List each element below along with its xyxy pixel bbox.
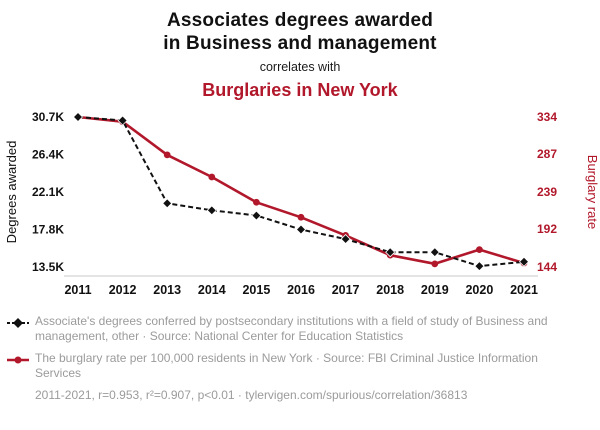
x-axis-tick: 2018 (376, 283, 404, 297)
series-burglary (74, 113, 528, 268)
right-axis-tick: 192 (537, 222, 557, 236)
red-line-circle-icon (7, 353, 29, 371)
left-axis-tick: 26.4K (32, 148, 64, 162)
series-degrees (72, 111, 530, 272)
x-axis-tick: 2015 (242, 283, 270, 297)
dual-axis-line-chart: 30.7K 26.4K 22.1K 17.8K 13.5K 334 287 239 192 144… (4, 110, 600, 297)
x-axis-tick: 2020 (465, 283, 493, 297)
x-axis-tick: 2011 (64, 283, 91, 297)
left-axis-tick: 30.7K (32, 110, 64, 124)
black-diamond-dashed-line-icon (7, 316, 29, 334)
legend-text-degrees: Associate's degrees conferred by postsec… (35, 314, 548, 343)
legend-item-burglary: The burglary rate per 100,000 residents … (7, 351, 600, 381)
left-axis-tick: 13.5K (32, 260, 64, 274)
x-axis-tick: 2013 (153, 283, 181, 297)
right-axis-tick: 334 (537, 110, 557, 124)
header: Associates degrees awarded in Business a… (0, 0, 600, 101)
left-axis-tick: 17.8K (32, 223, 64, 237)
legend-item-degrees: Associate's degrees conferred by postsec… (7, 314, 600, 344)
right-axis-tick: 144 (537, 260, 557, 274)
legend-text-burglary: The burglary rate per 100,000 residents … (35, 351, 538, 380)
right-axis-tick: 239 (537, 185, 557, 199)
x-axis-tick: 2016 (287, 283, 315, 297)
x-axis-tick: 2014 (198, 283, 226, 297)
page-title-line-1: Associates degrees awarded (166, 10, 434, 31)
right-axis-tick: 287 (537, 147, 557, 161)
x-axis-tick: 2021 (510, 283, 538, 297)
correlates-with-label: correlates with (259, 60, 341, 74)
x-axis-tick: 2019 (421, 283, 449, 297)
page-title-line-2: in Business and management (163, 33, 437, 54)
left-axis-tick: 22.1K (32, 185, 64, 199)
right-axis-title: Burglary rate (585, 155, 600, 229)
left-axis-title: Degrees awarded (4, 141, 19, 244)
correlated-series-title: Burglaries in New York (202, 80, 398, 100)
legend: Associate's degrees conferred by postsec… (0, 314, 600, 381)
x-axis-tick: 2012 (109, 283, 137, 297)
x-axis-tick: 2017 (332, 283, 360, 297)
chart-area: 30.7K 26.4K 22.1K 17.8K 13.5K 334 287 239 192 144… (0, 103, 600, 308)
footer-stats: 2011-2021, r=0.953, r²=0.907, p<0.01 · t… (35, 388, 468, 402)
